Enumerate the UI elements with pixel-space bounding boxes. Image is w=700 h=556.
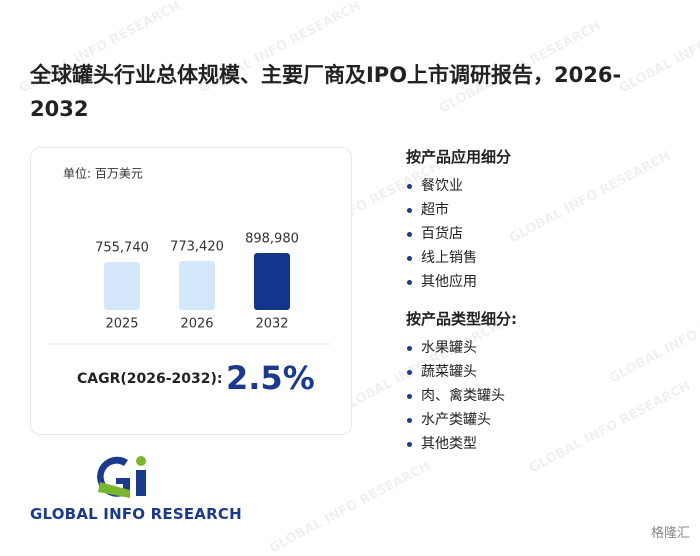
bar	[179, 260, 215, 310]
logo-text: GLOBAL INFO RESEARCH	[30, 505, 242, 523]
segment-item: 水果罐头	[406, 336, 686, 360]
segment-item: 线上销售	[406, 246, 686, 270]
segment-item: 肉、禽类罐头	[406, 384, 686, 408]
segment-item: 餐饮业	[406, 174, 686, 198]
segment-item: 百货店	[406, 222, 686, 246]
unit-label: 单位: 百万美元	[63, 166, 143, 181]
bar	[254, 253, 290, 310]
watermark: GLOBAL INFO RESEARCH	[267, 458, 434, 556]
segment-list: 餐饮业 超市 百货店 线上销售 其他应用	[406, 174, 686, 294]
segment: 按产品类型细分: 水果罐头 蔬菜罐头 肉、禽类罐头 水产类罐头 其他类型	[406, 308, 686, 456]
chart: 单位: 百万美元 CAGR(2026-2032): 2.5% 755,740 20…	[49, 166, 331, 397]
segment-item: 水产类罐头	[406, 408, 686, 432]
segments: 按产品应用细分餐饮业 超市 百货店 线上销售 其他应用按产品类型细分: 水果罐头 蔬菜罐头肉…	[406, 146, 686, 456]
cagr-value: 2.5%	[226, 359, 315, 397]
segment-item: 蔬菜罐头	[406, 360, 686, 384]
segment-list: 水果罐头 蔬菜罐头 肉、禽类罐头 水产类罐头 其他类型	[406, 336, 686, 456]
logo-mark	[97, 456, 146, 498]
segment-heading: 按产品类型细分:	[406, 310, 517, 328]
segment-item: 其他类型	[406, 432, 686, 456]
segment: 按产品应用细分餐饮业 超市 百货店 线上销售 其他应用	[406, 146, 686, 294]
x-tick-label: 2032	[255, 317, 288, 332]
title: 全球罐头行业总体规模、主要厂商及IPO上市调研报告，2026-2032	[30, 63, 622, 121]
segment-heading: 按产品应用细分	[406, 148, 512, 166]
segment-item: 超市	[406, 198, 686, 222]
brand: 格隆汇	[650, 526, 690, 541]
x-tick-label: 2025	[105, 317, 138, 332]
value-label: 773,420	[170, 239, 224, 254]
x-tick-label: 2026	[180, 317, 213, 332]
value-label: 898,980	[245, 232, 299, 247]
segment-item: 其他应用	[406, 270, 686, 294]
cagr-label: CAGR(2026-2032):	[77, 371, 223, 387]
chart-card: 单位: 百万美元 CAGR(2026-2032): 2.5% 755,740 20…	[30, 147, 352, 435]
bar	[104, 262, 140, 310]
value-label: 755,740	[95, 241, 149, 256]
